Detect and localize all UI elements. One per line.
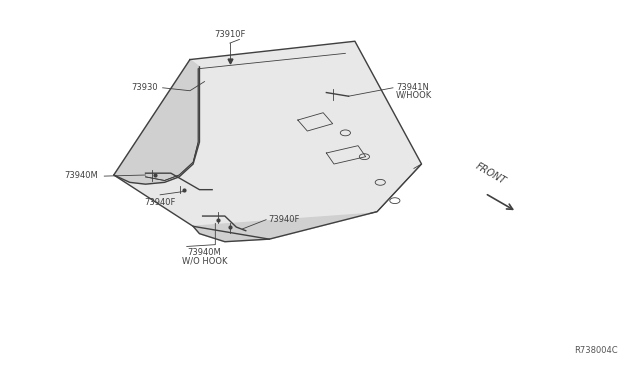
- Polygon shape: [114, 60, 200, 184]
- Text: W/O HOOK: W/O HOOK: [182, 256, 227, 265]
- Text: 73940M: 73940M: [188, 248, 221, 257]
- Text: FRONT: FRONT: [474, 161, 508, 187]
- Polygon shape: [193, 212, 377, 242]
- Text: 73940F: 73940F: [145, 198, 176, 207]
- Text: 73910F: 73910F: [214, 31, 246, 39]
- Text: 73940F: 73940F: [268, 215, 300, 224]
- Text: R738004C: R738004C: [575, 346, 618, 355]
- Text: 73940M: 73940M: [64, 171, 98, 180]
- Polygon shape: [114, 41, 422, 239]
- Text: 73930: 73930: [131, 83, 157, 92]
- Text: 73941N: 73941N: [396, 83, 429, 92]
- Text: W/HOOK: W/HOOK: [396, 91, 433, 100]
